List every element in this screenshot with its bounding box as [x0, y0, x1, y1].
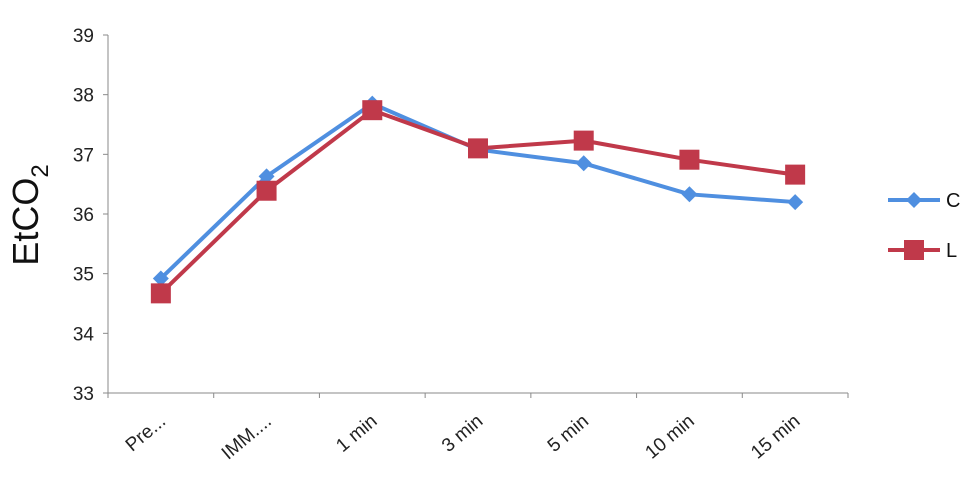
legend-item-C: C — [888, 190, 960, 212]
series — [150, 95, 806, 304]
data-point-L — [679, 149, 700, 170]
legend-item-L: L — [888, 240, 957, 262]
data-point-C — [152, 270, 169, 287]
y-axis: 33 34 35 36 37 38 39 — [73, 26, 109, 405]
y-axis-label: EtCO2 — [5, 164, 54, 265]
x-tick-label: 10 min — [641, 411, 698, 464]
y-tick-label: 35 — [73, 265, 94, 286]
data-point-L — [150, 283, 171, 304]
data-point-L — [785, 164, 806, 185]
x-tick-label: IMM.... — [218, 411, 276, 464]
x-tick-label: 1 min — [332, 411, 381, 457]
data-point-C — [787, 194, 804, 211]
data-point-L — [468, 138, 488, 159]
data-point-C — [575, 155, 592, 172]
data-point-L — [573, 130, 594, 151]
series-C — [152, 95, 804, 287]
y-tick-label: 33 — [73, 384, 94, 405]
series-line-C — [159, 101, 796, 280]
legend-marker — [906, 192, 922, 208]
x-axis: Pre... IMM.... 1 min 3 min 5 min 10 min 15 min — [107, 392, 849, 464]
data-point-C — [681, 186, 698, 203]
y-tick-label: 38 — [73, 86, 94, 107]
y-tick-label: 36 — [73, 205, 94, 226]
x-tick-label: Pre... — [122, 411, 170, 456]
x-tick-label: 3 min — [438, 411, 487, 457]
y-tick-label: 34 — [73, 324, 95, 345]
legend-marker — [904, 240, 924, 260]
data-point-L — [256, 180, 277, 201]
data-point-C — [258, 168, 275, 185]
legend-label: L — [946, 240, 957, 262]
data-point-L — [362, 100, 383, 121]
legend: CL — [888, 190, 960, 262]
y-tick-label: 37 — [73, 145, 94, 166]
legend-label: C — [946, 190, 960, 212]
y-tick-label: 39 — [73, 26, 94, 47]
x-tick-label: 15 min — [747, 411, 804, 464]
series-line-L — [159, 108, 796, 295]
x-tick-label: 5 min — [544, 411, 593, 457]
series-L — [150, 100, 806, 304]
